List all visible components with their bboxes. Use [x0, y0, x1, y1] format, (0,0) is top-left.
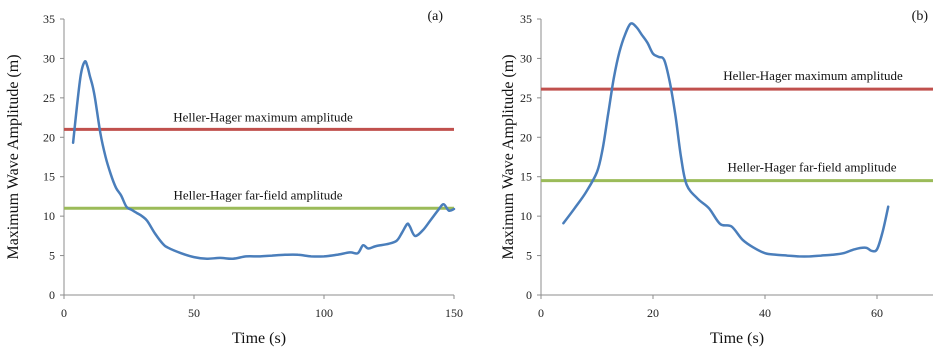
x-axis-label: Time (s) — [710, 330, 764, 347]
far-field-amplitude-annotation: Heller-Hager far-field amplitude — [727, 160, 896, 175]
y-tick-label: 0 — [49, 288, 55, 302]
x-tick-label: 0 — [61, 306, 67, 320]
y-tick-label: 35 — [43, 12, 55, 26]
y-axis-label: Maximum Wave Amplitude (m) — [500, 54, 517, 259]
panel-label: (a) — [427, 9, 443, 24]
x-tick-label: 0 — [538, 306, 544, 320]
y-tick-label: 35 — [520, 12, 532, 26]
y-tick-label: 15 — [520, 170, 532, 184]
chart-panel-a: 0 5 10 15 20 25 30 35 0 50 100 150 Time (s) Maximum W… — [5, 9, 463, 347]
maximum-amplitude-annotation: Heller-Hager maximum amplitude — [173, 109, 353, 124]
y-tick-label: 0 — [526, 288, 532, 302]
x-tick-label: 50 — [188, 306, 200, 320]
y-tick-label: 20 — [520, 130, 532, 144]
y-tick-label: 5 — [49, 249, 55, 263]
x-tick-label: 150 — [445, 306, 463, 320]
far-field-amplitude-annotation: Heller-Hager far-field amplitude — [173, 187, 342, 202]
y-tick-label: 25 — [43, 91, 55, 105]
y-tick-label: 25 — [520, 91, 532, 105]
x-tick-label: 20 — [647, 306, 659, 320]
chart-panel-b: 0 5 10 15 20 25 30 35 0 20 40 60 Time (s) Maximum Wav… — [500, 9, 933, 347]
panel-label: (b) — [912, 9, 929, 24]
y-tick-label: 30 — [43, 51, 55, 65]
y-tick-label: 10 — [43, 209, 55, 223]
x-tick-label: 60 — [871, 306, 883, 320]
wave-amplitude-line — [71, 60, 456, 261]
maximum-amplitude-annotation: Heller-Hager maximum amplitude — [723, 68, 903, 83]
x-tick-label: 40 — [759, 306, 771, 320]
y-tick-label: 30 — [520, 51, 532, 65]
x-axis-label: Time (s) — [232, 330, 286, 347]
y-tick-label: 20 — [43, 130, 55, 144]
y-tick-label: 10 — [520, 209, 532, 223]
y-tick-label: 15 — [43, 170, 55, 184]
y-axis-label: Maximum Wave Amplitude (m) — [5, 54, 22, 259]
y-tick-label: 5 — [526, 249, 532, 263]
wave-amplitude-line — [562, 22, 890, 258]
x-tick-label: 100 — [315, 306, 333, 320]
